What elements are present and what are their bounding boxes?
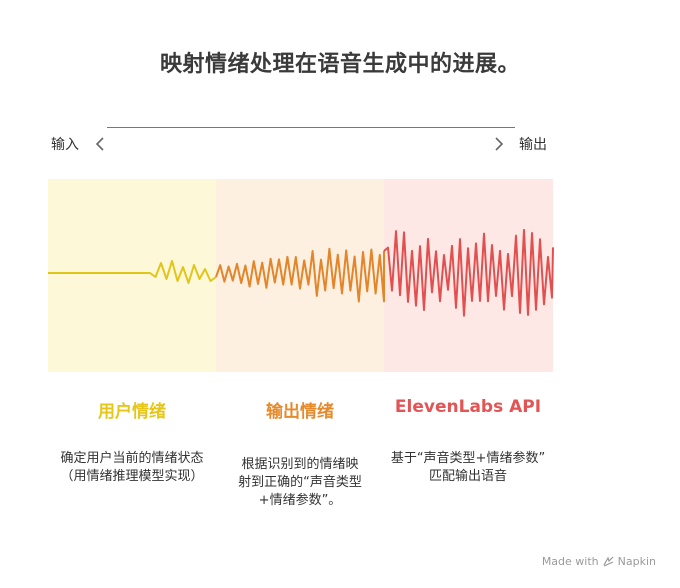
stage-title-elevenlabs: ElevenLabs API bbox=[394, 397, 542, 417]
description-line: （用情绪推理模型实现） bbox=[60, 469, 204, 484]
stage-panel-elevenlabs bbox=[384, 179, 553, 372]
description-line: 射到正确的“声音类型 bbox=[238, 475, 362, 490]
description-line: 基于“声音类型+情绪参数” bbox=[390, 451, 546, 466]
description-line: +情绪参数”。 bbox=[258, 493, 342, 508]
watermark-text: Made with bbox=[541, 555, 599, 568]
made-with-napkin-watermark[interactable]: Made with Napkin bbox=[542, 555, 656, 568]
waveform-segment-output bbox=[215, 247, 385, 303]
stage-description-output-emotion: 根据识别到的情绪映 射到正确的“声音类型 +情绪参数”。 bbox=[215, 456, 385, 510]
stage-description-elevenlabs: 基于“声音类型+情绪参数” 匹配输出语音 bbox=[383, 450, 553, 486]
stage-title-user-emotion: 用户情绪 bbox=[98, 402, 166, 422]
input-label: 输入 bbox=[51, 137, 79, 153]
chevron-right-icon bbox=[495, 137, 504, 151]
chevron-left-icon bbox=[95, 137, 104, 151]
description-line: 确定用户当前的情绪状态 bbox=[60, 451, 204, 466]
napkin-logo-icon bbox=[603, 556, 614, 567]
waveform-segment-api bbox=[383, 228, 554, 317]
flow-line bbox=[107, 127, 515, 128]
stage-title-output-emotion: 输出情绪 bbox=[266, 402, 334, 422]
stage-description-user-emotion: 确定用户当前的情绪状态 （用情绪推理模型实现） bbox=[47, 450, 217, 486]
stage-panel-user-emotion bbox=[48, 179, 216, 372]
page-title: 映射情绪处理在语音生成中的进展。 bbox=[159, 52, 520, 77]
watermark-brand: Napkin bbox=[617, 555, 656, 568]
description-line: 根据识别到的情绪映 bbox=[241, 457, 359, 472]
waveform-segment-user bbox=[48, 260, 217, 284]
description-line: 匹配输出语音 bbox=[428, 469, 507, 484]
output-label: 输出 bbox=[519, 137, 547, 153]
